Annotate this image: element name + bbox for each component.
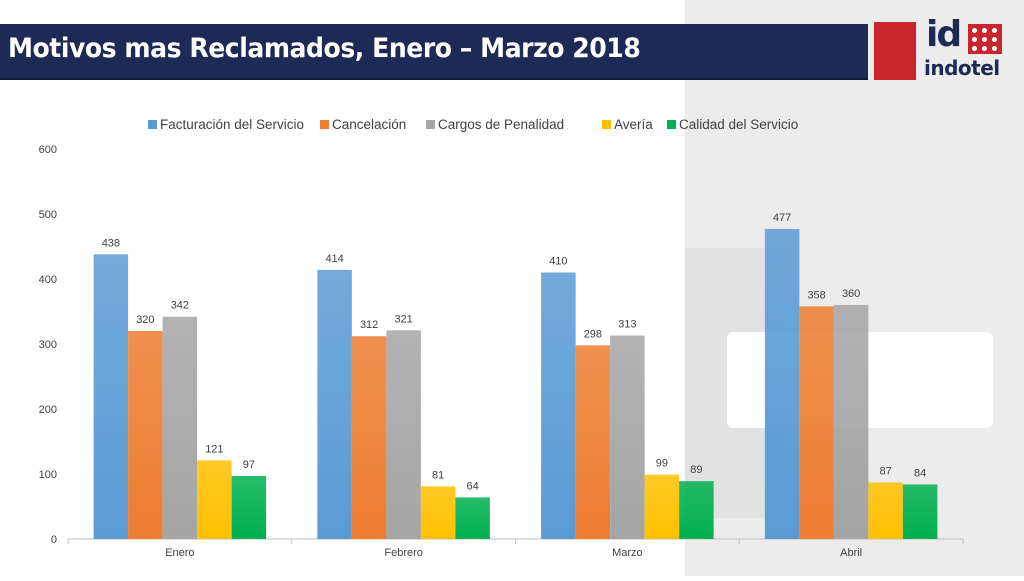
bar-marzo-calidad-del-servicio [679, 481, 714, 539]
x-tick-label-febrero: Febrero [384, 547, 423, 559]
data-label-marzo-averia: 99 [656, 458, 668, 470]
data-label-enero-cancelacion: 320 [136, 314, 154, 326]
data-label-marzo-cargos-de-penalidad: 313 [618, 319, 636, 331]
bar-febrero-cargos-de-penalidad [386, 330, 421, 539]
data-labels: 438 320 342 121 97 414 312 321 81 64 410 298 313 99 89… [102, 212, 927, 492]
logo-wordmark: indotel [924, 56, 1000, 80]
slide-title: Motivos mas Reclamados, Enero – Marzo 20… [8, 33, 641, 64]
bar-febrero-cancelacion [351, 336, 387, 539]
y-tick-label-200: 200 [39, 404, 57, 416]
x-tick-label-enero: Enero [165, 547, 194, 559]
y-tick-label-100: 100 [39, 469, 57, 481]
legend-label-calidad-del-servicio: Calidad del Servicio [679, 117, 798, 132]
legend-swatch-cargos-de-penalidad [426, 120, 435, 129]
bar-abril-calidad-del-servicio [902, 484, 938, 539]
bar-febrero-calidad-del-servicio [455, 497, 490, 539]
data-label-marzo-calidad-del-servicio: 89 [690, 464, 702, 476]
data-label-abril-calidad-del-servicio: 84 [914, 467, 926, 479]
data-label-febrero-cargos-de-penalidad: 321 [394, 313, 412, 325]
bar-group [93, 228, 938, 540]
data-label-febrero-averia: 81 [432, 469, 444, 481]
data-label-febrero-calidad-del-servicio: 64 [467, 480, 479, 492]
legend-swatch-calidad-del-servicio [667, 120, 676, 129]
data-label-abril-averia: 87 [880, 465, 892, 477]
data-label-marzo-cancelacion: 298 [584, 328, 602, 340]
y-tick-label-600: 600 [39, 144, 57, 156]
logo-grid-icon [968, 24, 1002, 54]
data-label-febrero-facturacion-del-servicio: 414 [325, 253, 343, 265]
y-tick-label-300: 300 [39, 339, 57, 351]
bar-abril-averia [868, 482, 903, 539]
data-label-abril-facturacion-del-servicio: 477 [773, 212, 791, 224]
bar-enero-averia [197, 460, 232, 539]
x-axis: Enero Febrero Marzo Abril [67, 538, 964, 559]
bar-chart: Facturación del Servicio Cancelación Cargo… [39, 117, 964, 559]
bar-enero-cancelacion [128, 331, 163, 539]
logo-red-block [874, 22, 916, 80]
logo-mark: id [926, 14, 962, 55]
legend-swatch-cancelacion [320, 120, 329, 129]
legend-label-cargos-de-penalidad: Cargos de Penalidad [438, 117, 564, 132]
data-label-abril-cargos-de-penalidad: 360 [842, 288, 860, 300]
legend-label-averia: Avería [614, 117, 653, 132]
chart-legend: Facturación del Servicio Cancelación Cargo… [148, 117, 798, 132]
x-tick-label-abril: Abril [840, 547, 862, 559]
legend-swatch-facturacion-del-servicio [148, 120, 157, 129]
bar-febrero-averia [420, 486, 456, 539]
bar-marzo-cancelacion [575, 345, 611, 539]
bar-abril-cargos-de-penalidad [833, 305, 869, 539]
bar-abril-cancelacion [799, 306, 834, 539]
y-tick-label-0: 0 [51, 534, 57, 546]
y-tick-label-500: 500 [39, 209, 57, 221]
data-label-abril-cancelacion: 358 [807, 289, 825, 301]
y-tick-label-400: 400 [39, 274, 57, 286]
legend-label-facturacion-del-servicio: Facturación del Servicio [160, 117, 304, 132]
data-label-enero-averia: 121 [205, 443, 223, 455]
chart-area: Facturación del Servicio Cancelación Cargo… [0, 100, 1024, 576]
x-tick-label-marzo: Marzo [612, 547, 643, 559]
bar-enero-facturacion-del-servicio [93, 254, 129, 540]
legend-swatch-averia [602, 120, 611, 129]
bar-marzo-facturacion-del-servicio [541, 272, 576, 539]
data-label-enero-calidad-del-servicio: 97 [243, 459, 255, 471]
legend-label-cancelacion: Cancelación [332, 117, 406, 132]
bar-enero-calidad-del-servicio [231, 475, 267, 539]
data-label-marzo-facturacion-del-servicio: 410 [549, 256, 567, 268]
data-label-enero-cargos-de-penalidad: 342 [171, 300, 189, 312]
data-label-febrero-cancelacion: 312 [360, 319, 378, 331]
bar-marzo-averia [644, 474, 680, 539]
data-label-enero-facturacion-del-servicio: 438 [102, 237, 120, 249]
indotel-logo: id indotel [874, 14, 1014, 82]
y-axis: 0 100 200 300 400 500 600 [39, 144, 57, 546]
bar-enero-cargos-de-penalidad [162, 316, 198, 539]
title-bar: Motivos mas Reclamados, Enero – Marzo 20… [0, 24, 868, 80]
bar-marzo-cargos-de-penalidad [610, 335, 645, 539]
bar-febrero-facturacion-del-servicio [317, 269, 352, 539]
bar-abril-facturacion-del-servicio [764, 228, 800, 539]
